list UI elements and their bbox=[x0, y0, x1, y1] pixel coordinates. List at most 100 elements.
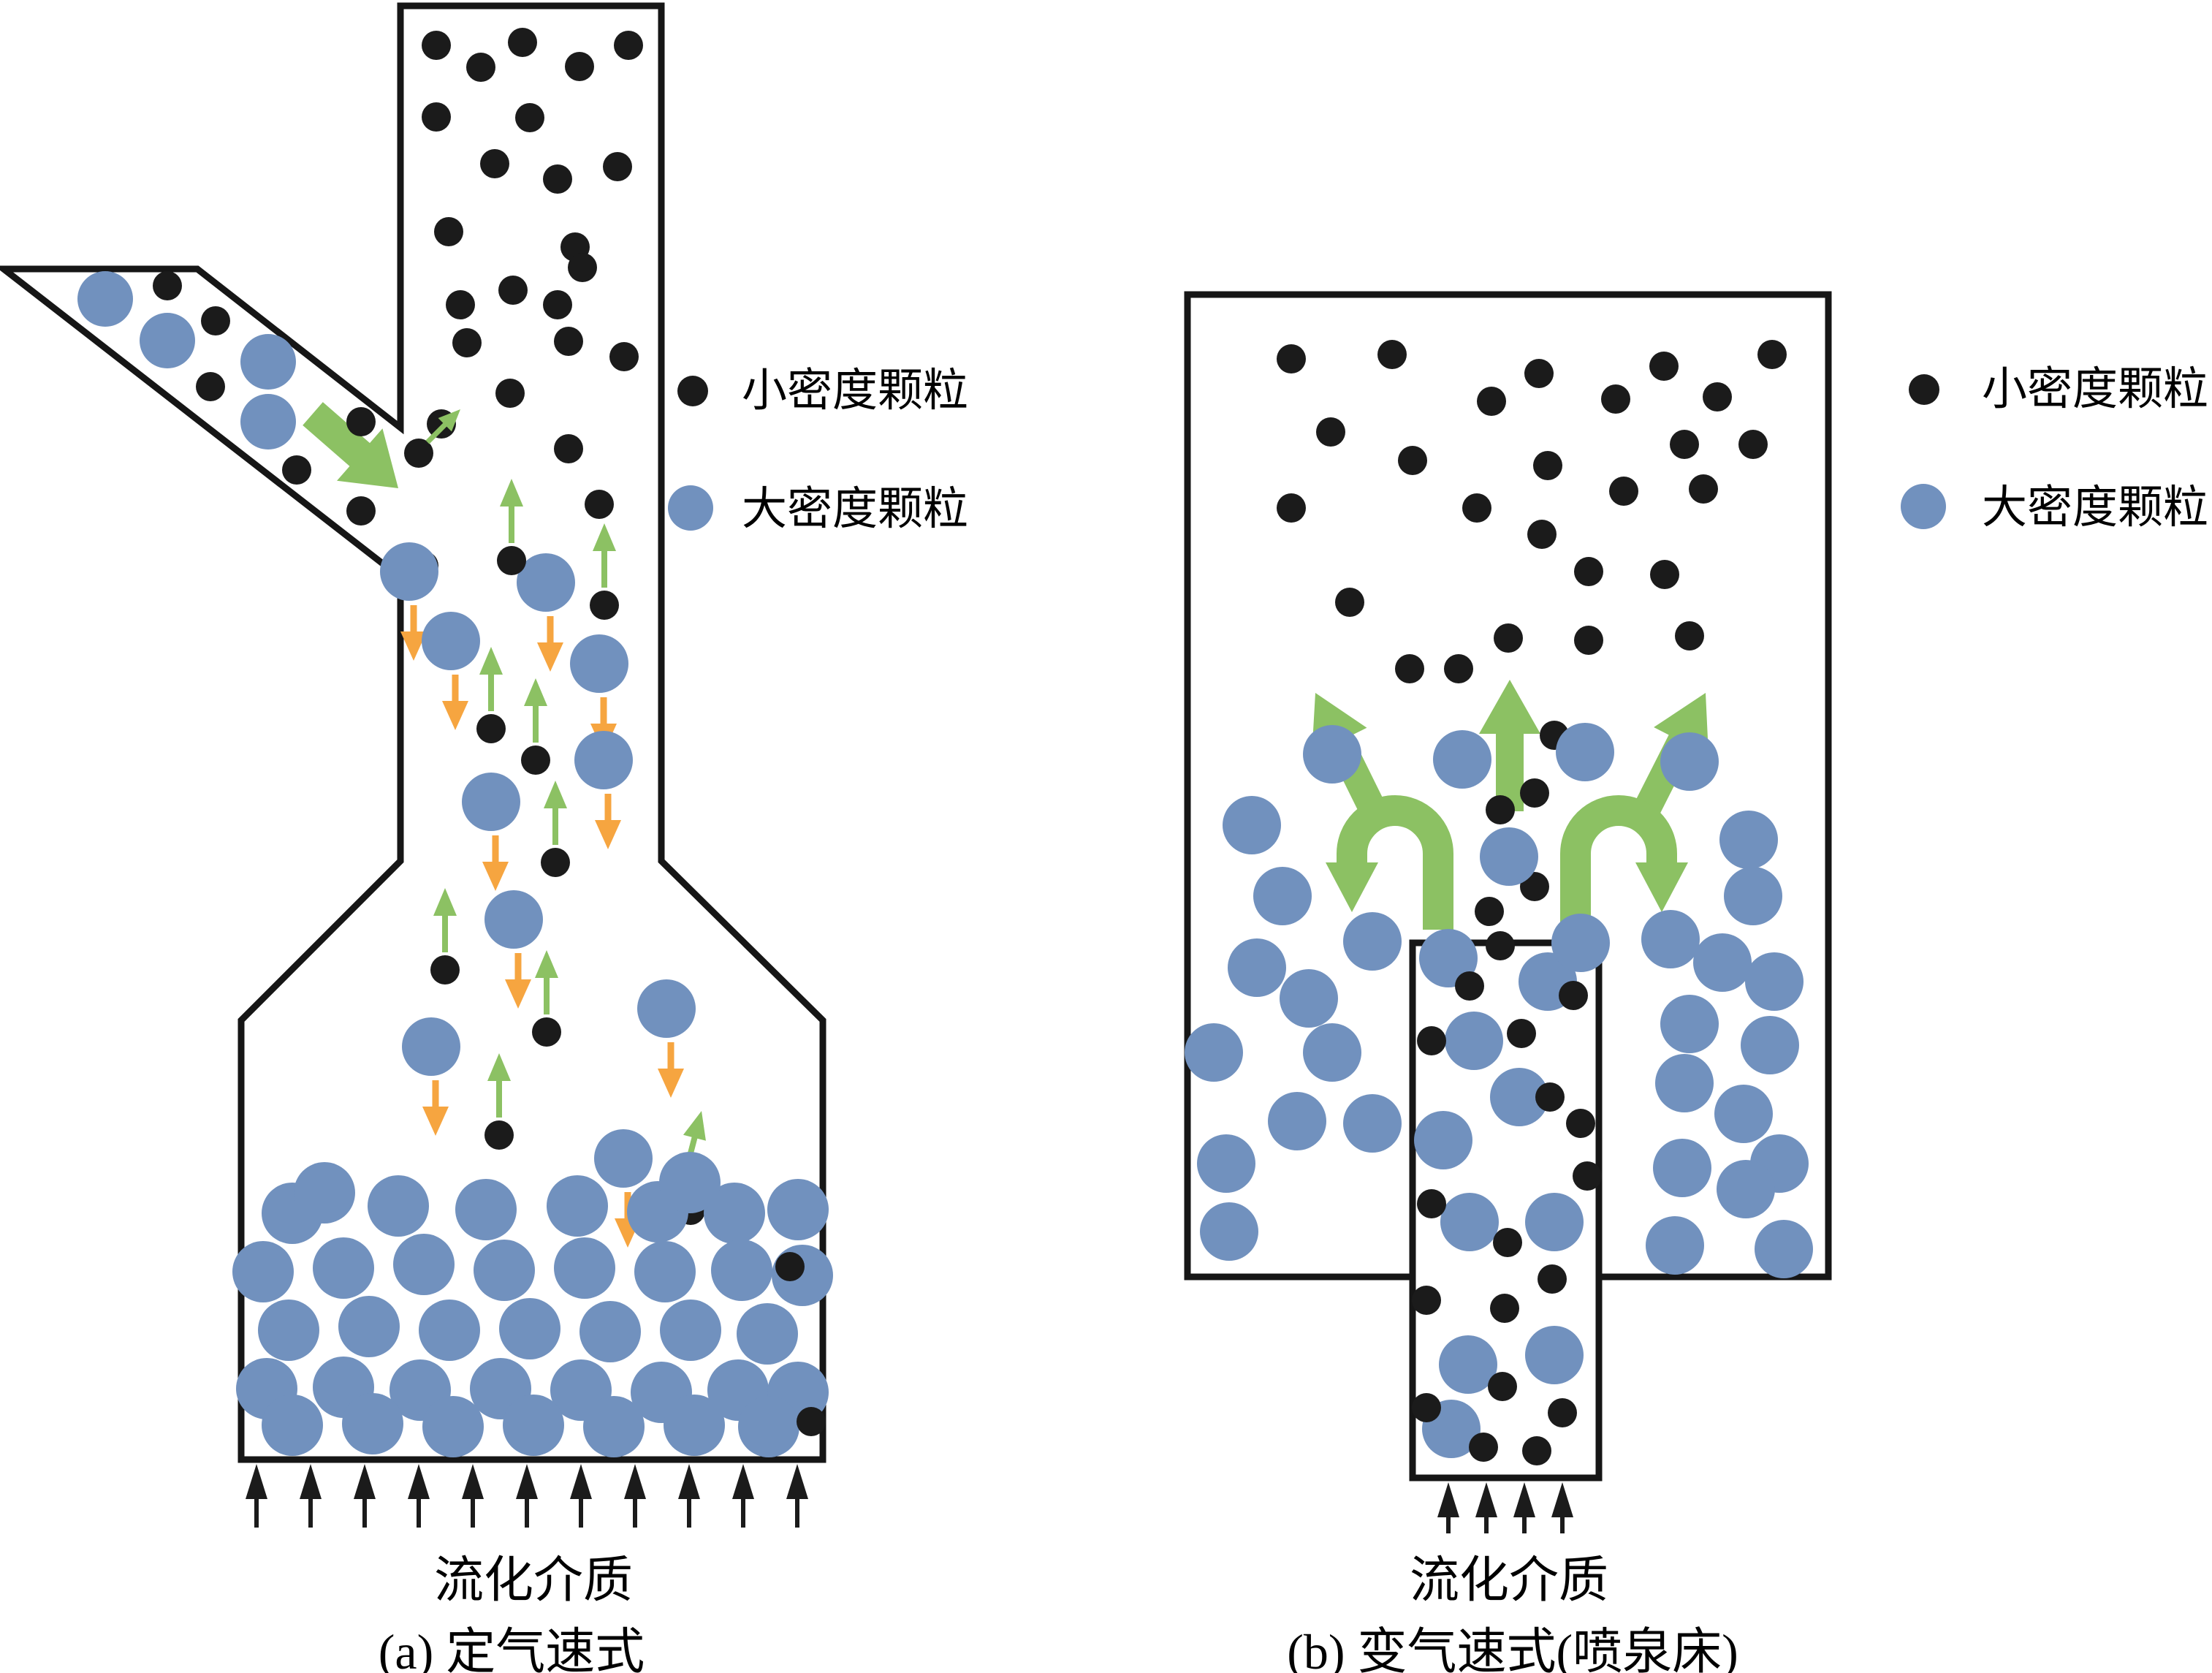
legend-small-density-marker bbox=[677, 376, 708, 406]
large-density-particle bbox=[1653, 1139, 1711, 1197]
circulation-arrow bbox=[1560, 795, 1677, 930]
large-density-particle bbox=[1719, 811, 1778, 869]
large-density-particle bbox=[637, 979, 696, 1038]
large-density-particle bbox=[1714, 1085, 1773, 1143]
large-density-particle bbox=[1419, 929, 1478, 987]
small-density-particle bbox=[1398, 446, 1427, 475]
rising-up-arrow bbox=[535, 950, 558, 978]
small-density-particle bbox=[1520, 778, 1549, 808]
small-density-particle bbox=[1649, 352, 1679, 381]
rising-up-arrow bbox=[433, 888, 457, 916]
small-density-particle bbox=[1412, 1393, 1441, 1422]
large-density-particle bbox=[258, 1300, 319, 1361]
small-density-particle bbox=[1412, 1286, 1441, 1315]
panel-a-gas-inlet-arrow bbox=[786, 1464, 808, 1499]
panel-a-gas-inlet-arrow bbox=[624, 1464, 646, 1499]
small-density-particle bbox=[282, 455, 311, 485]
small-density-particle bbox=[554, 327, 583, 356]
small-density-particle bbox=[1548, 1398, 1577, 1427]
small-density-particle bbox=[434, 217, 463, 246]
small-density-particle bbox=[1493, 1228, 1522, 1257]
small-density-particle bbox=[346, 407, 376, 436]
large-density-particle bbox=[294, 1162, 355, 1224]
large-density-particle bbox=[474, 1240, 535, 1301]
circulation-arrow bbox=[1635, 862, 1688, 912]
small-density-particle bbox=[422, 31, 451, 60]
small-density-particle bbox=[1538, 1264, 1567, 1294]
small-density-particle bbox=[1494, 623, 1523, 653]
large-density-particle bbox=[1440, 1193, 1499, 1251]
large-density-particle bbox=[704, 1183, 765, 1244]
legend-large-density-marker bbox=[668, 485, 713, 531]
large-density-particle bbox=[455, 1179, 517, 1240]
rising-up-arrow bbox=[544, 781, 567, 808]
small-density-particle bbox=[201, 306, 230, 335]
small-density-particle bbox=[1507, 1019, 1536, 1048]
small-density-particle bbox=[1757, 340, 1787, 369]
settling-down-arrow bbox=[400, 631, 427, 661]
large-density-particle bbox=[1480, 827, 1538, 886]
small-density-particle bbox=[1675, 621, 1704, 650]
large-density-particle bbox=[1660, 732, 1719, 791]
large-density-particle bbox=[422, 612, 480, 670]
small-density-particle bbox=[1527, 520, 1557, 549]
small-density-particle bbox=[1522, 1436, 1551, 1465]
panel-a-gas-inlet-arrow bbox=[354, 1464, 376, 1499]
small-density-particle bbox=[541, 848, 570, 877]
small-density-particle bbox=[1488, 1372, 1517, 1401]
small-density-particle bbox=[422, 102, 451, 132]
small-density-particle bbox=[1650, 560, 1679, 589]
small-density-particle bbox=[452, 328, 482, 357]
large-density-particle bbox=[1343, 1094, 1402, 1153]
small-density-particle bbox=[1444, 654, 1473, 683]
rising-up-arrow bbox=[524, 678, 547, 706]
small-density-particle bbox=[476, 714, 506, 743]
large-density-particle bbox=[594, 1129, 653, 1188]
large-density-particle bbox=[1525, 1326, 1584, 1384]
small-density-particle bbox=[1535, 1082, 1565, 1112]
legend-a-small-density-label: 小密度颗粒 bbox=[742, 366, 968, 416]
large-density-particle bbox=[554, 1237, 615, 1299]
large-density-particle bbox=[1755, 1220, 1813, 1278]
large-density-particle bbox=[570, 634, 628, 693]
small-density-particle bbox=[1670, 430, 1699, 459]
panel-a-gas-inlet-arrow bbox=[516, 1464, 538, 1499]
panel-b-title: (b) 变气速式(喷泉床) bbox=[1287, 1624, 1738, 1673]
large-density-particle bbox=[711, 1240, 772, 1301]
large-density-particle bbox=[583, 1396, 645, 1457]
legend-large-density-marker bbox=[1901, 484, 1946, 529]
small-density-particle bbox=[1417, 1189, 1446, 1218]
settling-down-arrow bbox=[595, 820, 621, 849]
large-density-particle bbox=[1414, 1111, 1472, 1169]
rising-up-arrow bbox=[487, 1053, 511, 1081]
large-density-particle bbox=[1185, 1023, 1243, 1082]
small-density-particle bbox=[515, 103, 544, 132]
settling-down-arrow bbox=[442, 701, 468, 730]
small-density-particle bbox=[1277, 493, 1306, 523]
large-density-particle bbox=[503, 1395, 564, 1456]
large-density-particle bbox=[767, 1179, 829, 1240]
large-density-particle bbox=[1303, 1023, 1361, 1082]
large-density-particle bbox=[1490, 1068, 1548, 1126]
large-density-particle bbox=[1268, 1092, 1326, 1150]
large-density-particle bbox=[342, 1393, 403, 1454]
small-density-particle bbox=[495, 379, 525, 408]
large-density-particle bbox=[1724, 867, 1782, 925]
large-density-particle bbox=[380, 542, 438, 601]
large-density-particle bbox=[1228, 938, 1286, 997]
small-density-particle bbox=[1573, 1161, 1602, 1191]
rising-up-arrow bbox=[438, 409, 460, 432]
panel-b-gas-inlet-arrow bbox=[1475, 1482, 1497, 1517]
large-density-particle bbox=[738, 1396, 799, 1457]
feed-direction-arrow bbox=[303, 402, 398, 488]
small-density-particle bbox=[1738, 430, 1768, 459]
small-density-particle bbox=[585, 490, 614, 519]
legend-small-density-marker bbox=[1909, 374, 1939, 405]
settling-down-arrow bbox=[505, 979, 531, 1009]
large-density-particle bbox=[338, 1296, 400, 1357]
large-density-particle bbox=[517, 553, 575, 612]
spout-jet-arrow bbox=[1479, 680, 1540, 811]
panel-a-gas-inlet-arrow bbox=[300, 1464, 322, 1499]
panel-b-gas-inlet-arrow bbox=[1513, 1482, 1535, 1517]
large-density-particle bbox=[313, 1237, 374, 1299]
